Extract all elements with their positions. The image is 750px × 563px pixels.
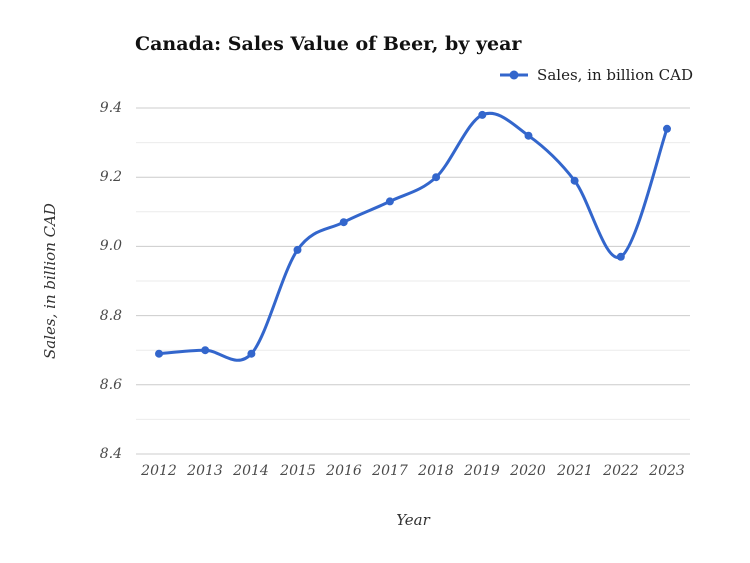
x-tick-label: 2019 xyxy=(464,463,500,479)
x-tick-label: 2016 xyxy=(326,463,362,479)
line-series-legend-icon xyxy=(500,70,529,80)
data-point-2013[interactable] xyxy=(201,346,210,355)
data-point-2012[interactable] xyxy=(155,349,163,358)
data-point-2015[interactable] xyxy=(293,245,302,254)
y-tick-label: 9.4 xyxy=(99,100,122,116)
y-tick-label: 9.2 xyxy=(99,169,122,185)
x-tick-label: 2014 xyxy=(233,463,269,479)
data-point-2016[interactable] xyxy=(339,218,348,227)
x-axis-title: Year xyxy=(396,511,430,529)
x-tick-label: 2013 xyxy=(187,463,223,479)
y-axis-title: Sales, in billion CAD xyxy=(41,203,59,359)
x-tick-label: 2020 xyxy=(510,463,546,479)
x-tick-label: 2023 xyxy=(649,463,685,479)
data-point-2014[interactable] xyxy=(247,349,256,358)
data-point-2017[interactable] xyxy=(385,197,394,206)
x-tick-label: 2017 xyxy=(372,463,408,479)
chart-title: Canada: Sales Value of Beer, by year xyxy=(135,33,522,55)
data-point-2019[interactable] xyxy=(478,110,487,119)
data-point-2023[interactable] xyxy=(663,124,671,133)
x-tick-label: 2021 xyxy=(557,463,593,479)
x-tick-label: 2015 xyxy=(280,463,316,479)
y-tick-label: 8.8 xyxy=(99,308,122,324)
legend-label: Sales, in billion CAD xyxy=(537,66,693,84)
legend: Sales, in billion CAD xyxy=(499,66,693,84)
data-point-2018[interactable] xyxy=(432,173,441,182)
y-tick-label: 9.0 xyxy=(99,238,122,254)
x-tick-label: 2022 xyxy=(603,463,639,479)
data-point-2020[interactable] xyxy=(524,131,533,140)
sales-line-series xyxy=(157,111,669,362)
y-tick-label: 8.6 xyxy=(99,377,122,393)
x-tick-label: 2012 xyxy=(141,463,177,479)
y-tick-label: 8.4 xyxy=(99,446,122,462)
data-point-2021[interactable] xyxy=(570,176,579,185)
data-point-2022[interactable] xyxy=(616,252,625,261)
x-tick-label: 2018 xyxy=(418,463,454,479)
